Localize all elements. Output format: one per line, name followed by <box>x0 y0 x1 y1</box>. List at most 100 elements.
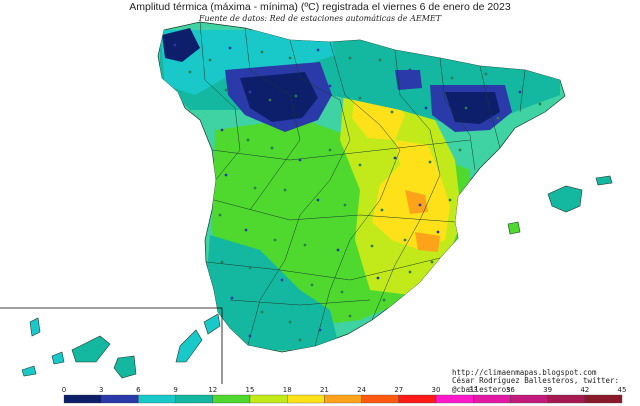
legend-bin-9-12 <box>175 394 213 404</box>
map-subtitle: Fuente de datos: Red de estaciones autom… <box>198 14 442 23</box>
iberian-peninsula <box>157 21 566 353</box>
zone-very-low-galicia <box>162 28 200 62</box>
legend-tick-label: 21 <box>320 386 329 394</box>
station-dot <box>496 116 500 120</box>
station-dot <box>538 102 542 106</box>
legend-bin-0-3 <box>63 394 102 404</box>
station-dot <box>230 296 234 300</box>
station-dot <box>208 58 212 62</box>
station-dot <box>303 243 307 247</box>
legend-tick-label: 39 <box>543 386 552 394</box>
station-dot <box>270 146 274 150</box>
station-dot <box>403 238 407 242</box>
zone-very-low-castilla <box>240 72 318 122</box>
station-dot <box>294 94 298 98</box>
legend-tick-label: 15 <box>246 386 255 394</box>
gran-canaria <box>113 355 137 379</box>
legend-tick-label: 9 <box>173 386 177 394</box>
credit-url[interactable]: http://climaenmapas.blogspot.com <box>452 368 597 377</box>
station-dot <box>418 203 422 207</box>
station-dot <box>268 98 272 102</box>
station-dot <box>288 320 292 324</box>
station-dot <box>224 88 228 92</box>
station-dot <box>248 334 252 338</box>
lanzarote <box>203 313 221 335</box>
station-dot <box>220 128 224 132</box>
station-dot <box>518 90 522 94</box>
station-dot <box>260 50 264 54</box>
station-dot <box>390 110 394 114</box>
station-dot <box>246 138 250 142</box>
station-dot <box>348 314 352 318</box>
map-title: Amplitud térmica (máxima - mínima) (ºC) … <box>129 1 511 13</box>
legend-tick-label: 36 <box>506 386 515 394</box>
station-dot <box>380 208 384 212</box>
legend-tick-label: 42 <box>580 386 589 394</box>
station-dot <box>316 198 320 202</box>
zone-very-low-pyrenees <box>445 92 500 124</box>
legend-tick-label: 6 <box>136 386 141 394</box>
station-dot <box>228 46 232 50</box>
station-dot <box>273 238 277 242</box>
tenerife <box>71 335 111 363</box>
menorca <box>595 175 613 186</box>
station-dot <box>358 163 362 167</box>
color-legend: 0 3 6 9 12 15 18 21 24 27 30 33 36 39 42 45 <box>62 386 626 404</box>
station-dot <box>244 228 248 232</box>
legend-bin-39-42 <box>547 394 585 404</box>
station-dot <box>428 160 432 164</box>
station-dot <box>378 58 382 62</box>
legend-bin-18-21 <box>287 394 325 404</box>
fuerteventura <box>175 329 203 363</box>
station-dot <box>316 48 320 52</box>
station-dot <box>188 70 192 74</box>
station-dot <box>382 298 386 302</box>
province-boundaries <box>199 22 526 347</box>
legend-bin-27-30 <box>398 394 437 404</box>
station-dot <box>224 173 228 177</box>
station-dot <box>370 244 374 248</box>
station-dot <box>248 266 252 270</box>
station-dot <box>220 260 224 264</box>
legend-tick-label: 18 <box>283 386 292 394</box>
station-dot <box>280 278 284 282</box>
credit-author: César Rodríguez Ballesteros, twitter: @c… <box>452 376 620 394</box>
zone-teal-southwest <box>205 235 340 350</box>
zone-orange-albacete <box>415 232 440 252</box>
legend-tick-label: 24 <box>357 386 366 394</box>
station-dot <box>348 56 352 60</box>
station-dot <box>248 90 252 94</box>
canary-islands-inset <box>0 307 223 384</box>
station-dot <box>458 148 462 152</box>
station-dot <box>408 68 412 72</box>
station-dots <box>173 43 542 342</box>
zone-orange-teruel <box>405 190 428 214</box>
legend-tick-label: 30 <box>432 386 441 394</box>
station-dot <box>318 328 322 332</box>
ibiza <box>507 221 521 235</box>
zone-low-navarra <box>395 70 422 90</box>
station-dot <box>283 188 287 192</box>
station-dot <box>260 310 264 314</box>
station-dot <box>253 186 257 190</box>
station-dot <box>336 248 340 252</box>
legend-bin-36-39 <box>510 394 548 404</box>
station-dot <box>298 158 302 162</box>
station-dot <box>484 72 488 76</box>
zone-cyan-coast <box>160 30 335 95</box>
station-dot <box>393 156 397 160</box>
station-dot <box>343 203 347 207</box>
station-dot <box>298 338 302 342</box>
station-dot <box>448 198 452 202</box>
mallorca <box>547 185 583 213</box>
station-dot <box>218 213 222 217</box>
station-dot <box>436 230 440 234</box>
legend-bin-30-33 <box>435 394 474 404</box>
station-dot <box>450 76 454 80</box>
legend-tick-label: 0 <box>62 386 66 394</box>
legend-bin-33-36 <box>473 394 511 404</box>
station-dot <box>328 148 332 152</box>
station-dot <box>358 96 362 100</box>
station-dot <box>408 270 412 274</box>
